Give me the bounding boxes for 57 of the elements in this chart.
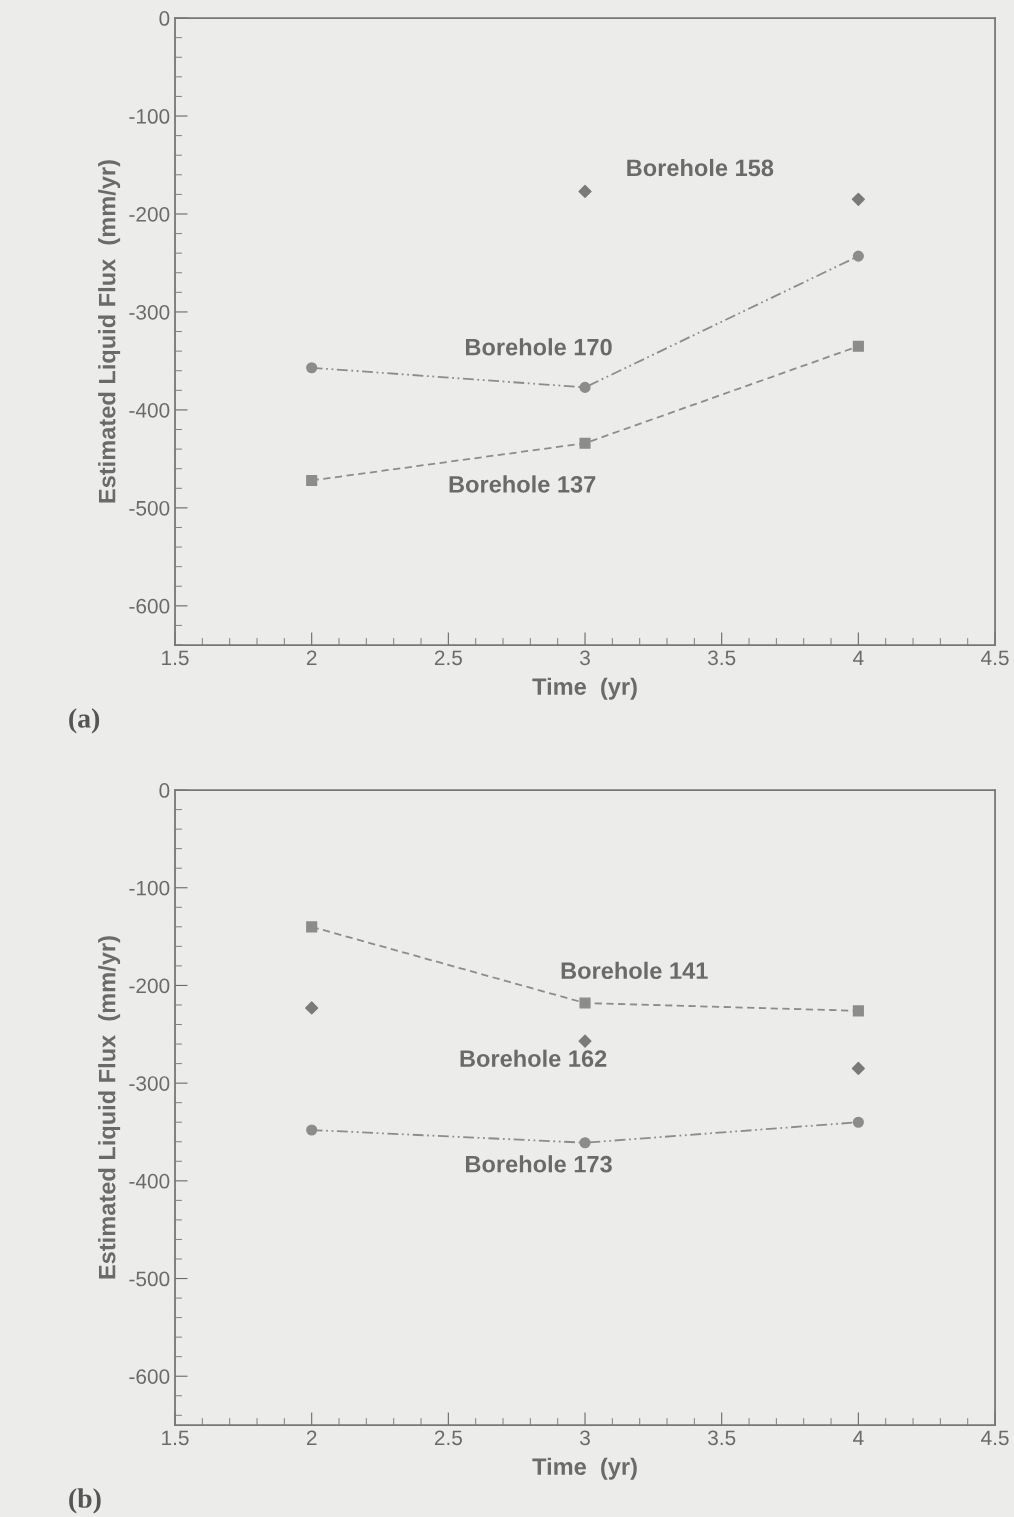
y-tick-label: -100 [129, 109, 170, 124]
x-tick-label: 1.5 [162, 1430, 189, 1446]
series-label: Borehole 158 [627, 158, 774, 177]
point [306, 362, 318, 374]
point [306, 1124, 318, 1136]
x-tick-label: 4 [853, 650, 864, 665]
y-axis-title: Estimated Liquid Flux (mm/yr) [98, 160, 121, 503]
point [306, 921, 318, 933]
y-tick-label: -500 [129, 500, 170, 516]
x-tick-label: 4.5 [981, 650, 1009, 666]
y-tick-label: -300 [129, 1076, 170, 1091]
x-tick-label: 3.5 [708, 650, 736, 666]
y-tick-label: -200 [129, 206, 170, 222]
y-tick-label: -600 [129, 1369, 170, 1384]
series-label: Borehole 162 [460, 1049, 607, 1068]
point [305, 1001, 319, 1015]
point [578, 184, 592, 199]
series-label: Borehole 170 [466, 338, 612, 356]
y-tick-label: -300 [129, 304, 170, 320]
y-tick-label: 0 [159, 783, 170, 798]
x-tick-label: 2 [306, 1430, 317, 1446]
y-tick-label: -500 [129, 1271, 170, 1287]
x-tick-label: 3 [580, 650, 590, 666]
point [852, 1005, 864, 1017]
y-tick-label: -600 [129, 598, 170, 614]
y-tick-label: -100 [129, 880, 170, 896]
x-tick-label: 3.5 [708, 1430, 736, 1446]
x-tick-label: 2.5 [434, 650, 462, 666]
point [851, 1061, 865, 1076]
text: (b) [69, 1488, 101, 1514]
series-label: Borehole 141 [561, 961, 708, 980]
point [579, 381, 591, 393]
point [852, 250, 864, 262]
series-label: Borehole 173 [466, 1155, 612, 1173]
x-axis-title: Time (yr) [532, 677, 637, 700]
point [579, 1137, 591, 1149]
series-label: Borehole 137 [449, 475, 596, 493]
y-tick-label: 0 [159, 11, 170, 26]
text: (a) [69, 708, 100, 734]
point [579, 437, 591, 449]
point [306, 474, 318, 487]
point [578, 1034, 592, 1048]
x-tick-label: 3 [580, 1430, 590, 1446]
y-tick-label: -200 [129, 978, 170, 994]
point [579, 997, 591, 1009]
point [851, 192, 865, 206]
y-tick-label: -400 [129, 1173, 170, 1189]
y-axis-title: Estimated Liquid Flux (mm/yr) [98, 936, 121, 1279]
x-axis-title: Time (yr) [532, 1457, 637, 1480]
x-tick-label: 4.5 [981, 1430, 1009, 1446]
y-tick-label: -400 [129, 402, 170, 418]
point [852, 340, 864, 352]
x-tick-label: 4 [853, 1430, 864, 1446]
point [852, 1116, 864, 1128]
x-tick-label: 2.5 [434, 1430, 462, 1446]
x-tick-label: 1.5 [162, 650, 189, 666]
x-tick-label: 2 [306, 650, 317, 665]
